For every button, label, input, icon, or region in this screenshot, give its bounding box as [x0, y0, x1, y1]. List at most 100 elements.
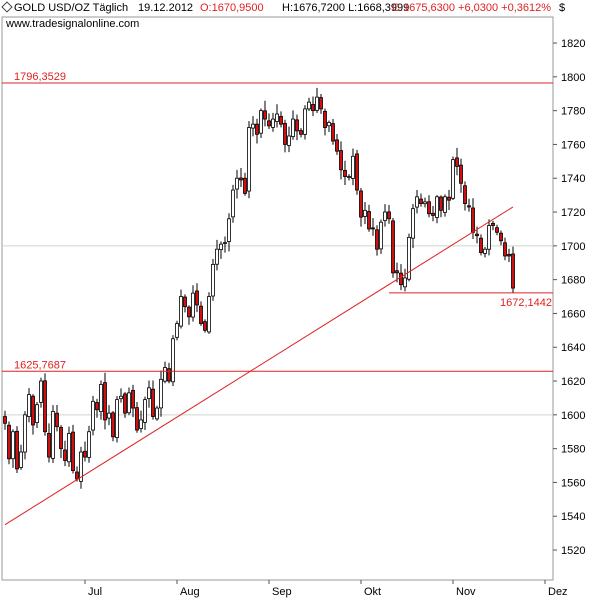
- level-label: 1796,3529: [14, 71, 66, 83]
- x-tick-label: Dez: [548, 586, 568, 598]
- candle-body: [471, 207, 475, 233]
- candle-body: [267, 120, 271, 127]
- candle-body: [95, 402, 99, 411]
- candle-body: [183, 296, 187, 308]
- candle-body: [107, 412, 111, 419]
- candle-body: [243, 177, 247, 194]
- candle-body: [207, 296, 211, 333]
- candle-body: [171, 338, 175, 383]
- candle-body: [135, 407, 139, 431]
- candle-body: [47, 433, 51, 458]
- candle-body: [447, 196, 451, 201]
- y-tick-label: 1640: [561, 342, 585, 354]
- candle-body: [487, 225, 491, 250]
- candle-body: [139, 419, 143, 429]
- candle-body: [151, 388, 155, 417]
- y-tick-label: 1780: [561, 106, 585, 118]
- candle-body: [15, 430, 19, 470]
- candle-body: [399, 272, 403, 286]
- candle-body: [191, 292, 195, 318]
- plot-area: [1, 16, 554, 581]
- candle-body: [323, 110, 327, 128]
- candle-body: [7, 424, 11, 460]
- candle-body: [275, 113, 279, 122]
- candle-body: [271, 118, 275, 128]
- candle-body: [87, 431, 91, 458]
- candle-body: [123, 393, 127, 414]
- candle-body: [79, 451, 83, 482]
- candle-body: [439, 196, 443, 211]
- candle-body: [259, 110, 263, 134]
- candle-body: [71, 431, 75, 472]
- candle-body: [331, 123, 335, 142]
- candle-body: [195, 290, 199, 306]
- candle-body: [131, 389, 135, 409]
- candle-body: [347, 176, 351, 178]
- candle-body: [315, 96, 319, 111]
- high-value: H:1676,7200: [282, 2, 345, 14]
- candle-body: [27, 394, 31, 417]
- candle-body: [327, 122, 331, 127]
- candle-body: [175, 323, 179, 338]
- candle-body: [507, 253, 511, 257]
- candle-body: [295, 119, 299, 132]
- candle-body: [503, 242, 507, 257]
- y-tick-label: 1740: [561, 173, 585, 185]
- y-tick-label: 1720: [561, 207, 585, 219]
- candle-body: [423, 201, 427, 205]
- candle-body: [99, 384, 103, 413]
- candle-body: [263, 110, 267, 120]
- candle-body: [475, 233, 479, 237]
- candle-body: [211, 264, 215, 297]
- candle-body: [23, 414, 27, 453]
- currency-label: $: [559, 2, 566, 14]
- x-tick-label: Aug: [180, 586, 200, 598]
- y-tick-label: 1580: [561, 444, 585, 456]
- y-tick-label: 1800: [561, 72, 585, 84]
- candle-body: [351, 155, 355, 179]
- date-label: 19.12.2012: [138, 2, 194, 14]
- level-label: 1672,1442: [500, 297, 552, 309]
- candle-body: [159, 378, 163, 409]
- candle-body: [355, 153, 359, 191]
- candle-body: [67, 433, 71, 463]
- candle-body: [31, 395, 35, 426]
- candle-body: [255, 123, 259, 135]
- close-change-value: C:1675,6300 +6,0300 +0,3612%: [392, 2, 552, 14]
- candle-body: [111, 412, 115, 438]
- symbol-label: GOLD USD/OZ Täglich: [14, 2, 129, 14]
- candle-body: [251, 123, 255, 129]
- candle-body: [83, 450, 87, 458]
- candle-body: [367, 211, 371, 230]
- candle-body: [223, 242, 227, 244]
- watermark: www.tradesignalonline.com: [6, 18, 140, 30]
- candle-body: [307, 101, 311, 110]
- candle-body: [55, 412, 59, 428]
- trendline: [4, 206, 514, 526]
- y-tick-label: 1820: [561, 38, 585, 50]
- candle-body: [39, 380, 43, 403]
- y-tick-label: 1540: [561, 511, 585, 523]
- candle-body: [407, 236, 411, 280]
- candle-body: [199, 305, 203, 324]
- candle-body: [363, 209, 367, 217]
- candle-body: [499, 232, 503, 242]
- candle-body: [239, 177, 243, 181]
- candle-body: [179, 296, 183, 327]
- candle-body: [467, 205, 471, 208]
- y-tick-label: 1560: [561, 477, 585, 489]
- candle-body: [235, 177, 239, 190]
- candle-body: [279, 115, 283, 125]
- candle-body: [247, 127, 251, 192]
- open-value: O:1670,9500: [200, 2, 264, 14]
- candle-body: [51, 411, 55, 459]
- candle-body: [411, 208, 415, 239]
- y-tick-label: 1620: [561, 376, 585, 388]
- candle-body: [35, 404, 39, 423]
- y-tick-label: 1600: [561, 410, 585, 422]
- candle-body: [283, 122, 287, 145]
- candle-body: [115, 399, 119, 438]
- candle-body: [303, 108, 307, 135]
